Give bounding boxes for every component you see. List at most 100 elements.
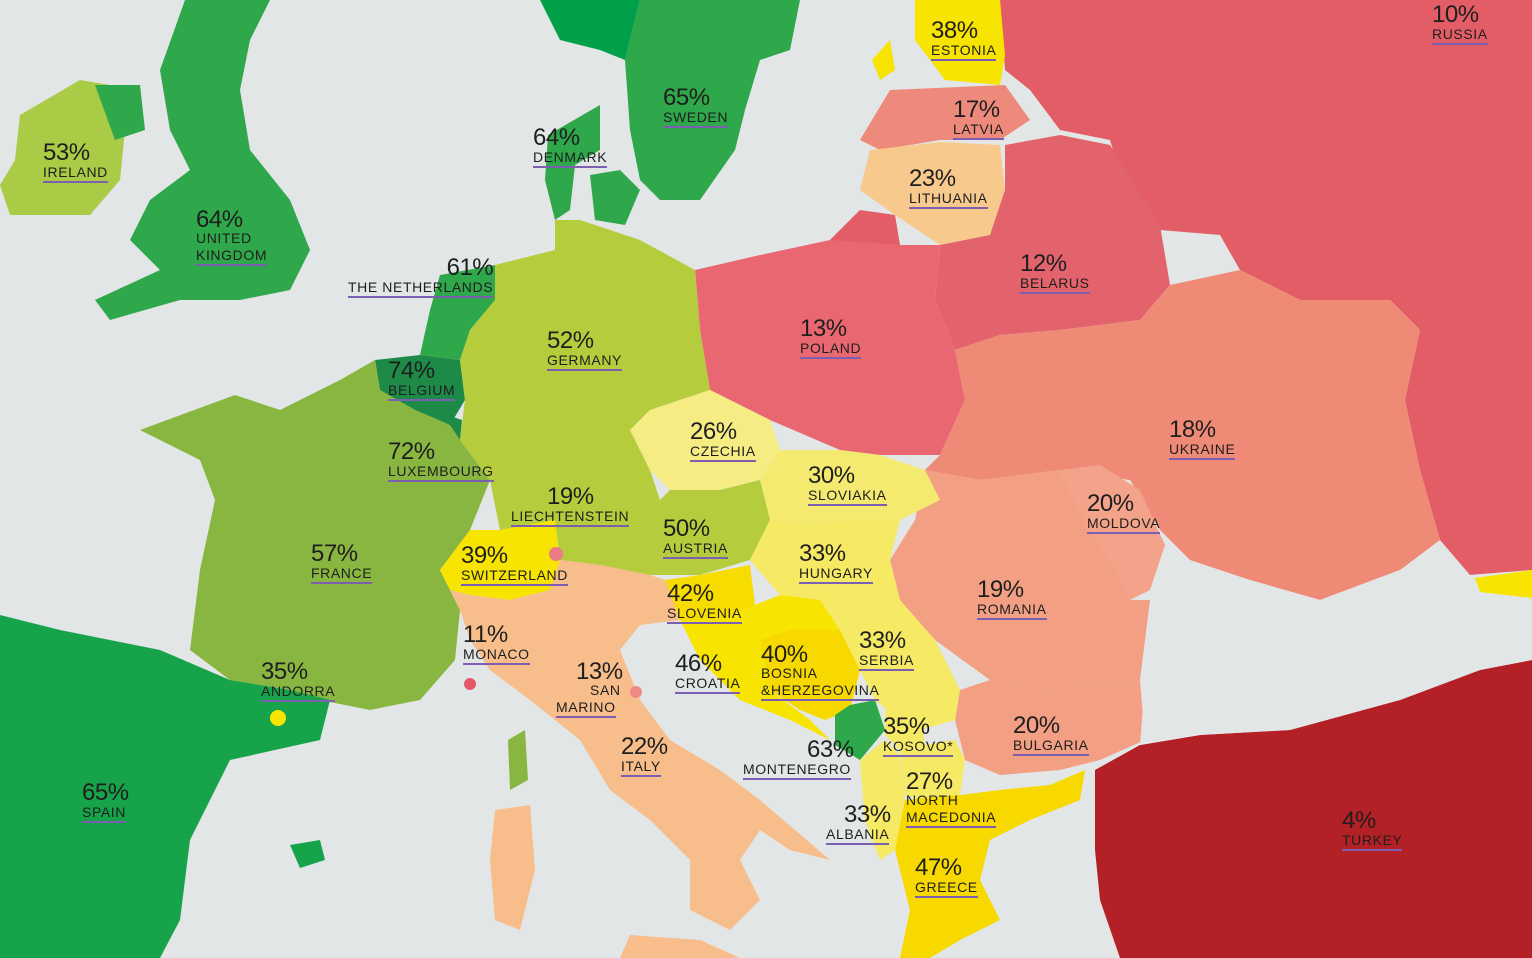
label-switzerland: 39% SWITZERLAND	[461, 542, 568, 586]
pct-france: 57%	[311, 540, 358, 567]
pct-luxembourg: 72%	[388, 438, 435, 465]
region-balearic	[290, 840, 325, 868]
region-greece	[895, 770, 1085, 958]
name-denmark: DENMARK	[533, 150, 608, 168]
region-russia	[1000, 0, 1532, 575]
region-france	[140, 360, 490, 710]
pct-uk: 64%	[196, 206, 243, 233]
name-monaco: MONACO	[463, 647, 530, 665]
label-bosnia: 40% BOSNIA &HERZEGOVINA	[761, 643, 880, 701]
name-switzerland: SWITZERLAND	[461, 568, 568, 586]
label-north-macedonia: 27% NORTH MACEDONIA	[906, 770, 997, 828]
label-france: 57% FRANCE	[311, 540, 373, 584]
region-switzerland	[440, 520, 560, 600]
pct-romania: 19%	[977, 576, 1024, 603]
pct-turkey: 4%	[1342, 807, 1376, 834]
region-norway	[540, 0, 640, 60]
region-turkey	[1095, 660, 1532, 958]
name-netherlands: THE NETHERLANDS	[348, 280, 494, 298]
label-ukraine: 18% UKRAINE	[1169, 416, 1236, 460]
label-montenegro: 63% MONTENEGRO	[743, 736, 854, 780]
label-hungary: 33% HUNGARY	[799, 540, 873, 584]
label-spain: 65% SPAIN	[82, 781, 129, 823]
label-poland: 13% POLAND	[800, 315, 862, 359]
dot-san-marino	[630, 686, 642, 698]
name-france: FRANCE	[311, 566, 373, 584]
pct-poland: 13%	[800, 315, 847, 342]
label-kosovo: 35% KOSOVO*	[883, 713, 954, 757]
name-russia: RUSSIA	[1432, 27, 1488, 45]
pct-albania: 33%	[844, 801, 891, 828]
pct-andorra: 35%	[261, 658, 308, 685]
label-sweden: 65% SWEDEN	[663, 86, 729, 128]
name-uk: UNITED	[196, 230, 252, 246]
region-bosnia	[760, 630, 860, 720]
name-spain: SPAIN	[82, 805, 126, 823]
region-slovenia	[665, 565, 755, 620]
label-denmark: 64% DENMARK	[533, 124, 608, 168]
pct-belgium: 74%	[388, 357, 435, 384]
label-bulgaria: 20% BULGARIA	[1013, 712, 1089, 756]
region-corsica	[508, 730, 528, 790]
region-montenegro	[835, 700, 885, 760]
label-greece: 47% GREECE	[915, 854, 978, 898]
pct-austria: 50%	[663, 515, 710, 542]
name-austria: AUSTRIA	[663, 541, 728, 559]
name-san-marino: SAN	[590, 682, 621, 698]
region-serbia	[820, 600, 960, 730]
pct-greece: 47%	[915, 854, 962, 881]
pct-kosovo: 35%	[883, 713, 930, 740]
name-bosnia-line2: &HERZEGOVINA	[761, 683, 880, 701]
region-sardinia	[490, 805, 535, 930]
pct-ireland: 53%	[43, 139, 90, 166]
region-croatia	[680, 595, 840, 740]
label-croatia: 46% CROATIA	[675, 652, 741, 694]
name-uk-line2: KINGDOM	[196, 248, 268, 266]
label-estonia: 38% ESTONIA	[931, 17, 997, 61]
label-monaco: 11% MONACO	[463, 621, 530, 665]
name-sweden: SWEDEN	[663, 110, 729, 128]
region-uk	[95, 0, 310, 320]
name-north-macedonia: NORTH	[906, 792, 959, 808]
name-albania: ALBANIA	[826, 827, 890, 845]
region-kosovo	[885, 710, 925, 750]
region-denmark	[545, 105, 600, 220]
region-netherlands	[420, 265, 495, 360]
region-black-sea	[1140, 570, 1532, 745]
pct-estonia: 38%	[931, 17, 978, 44]
pct-switzerland: 39%	[461, 542, 508, 569]
pct-lithuania: 23%	[909, 165, 956, 192]
pct-italy: 22%	[621, 733, 668, 760]
name-greece: GREECE	[915, 880, 978, 898]
pct-netherlands: 61%	[446, 254, 494, 281]
name-romania: ROMANIA	[977, 602, 1047, 620]
region-denmark-islands	[590, 170, 640, 225]
pct-monaco: 11%	[463, 621, 508, 648]
label-andorra: 35% ANDORRA	[261, 658, 336, 702]
label-moldova: 20% MOLDOVA	[1087, 492, 1161, 534]
name-bulgaria: BULGARIA	[1013, 738, 1089, 756]
region-spain	[0, 615, 330, 958]
label-belgium: 74% BELGIUM	[388, 357, 456, 401]
name-latvia: LATVIA	[953, 122, 1004, 140]
pct-hungary: 33%	[799, 540, 846, 567]
name-ukraine: UKRAINE	[1169, 442, 1236, 460]
label-ireland: 53% IRELAND	[43, 139, 108, 183]
pct-bulgaria: 20%	[1013, 712, 1060, 739]
pct-czechia: 26%	[690, 418, 737, 445]
name-slovenia: SLOVENIA	[667, 606, 742, 624]
pct-slovenia: 42%	[667, 580, 714, 607]
name-belarus: BELARUS	[1020, 276, 1090, 294]
name-slovakia: SLOVIAKIA	[808, 488, 887, 506]
name-poland: POLAND	[800, 341, 862, 359]
label-romania: 19% ROMANIA	[977, 576, 1047, 620]
pct-ukraine: 18%	[1169, 416, 1216, 443]
label-slovakia: 30% SLOVIAKIA	[808, 464, 887, 506]
label-germany: 52% GERMANY	[547, 329, 622, 371]
name-north-macedonia-line2: MACEDONIA	[906, 810, 997, 828]
pct-montenegro: 63%	[807, 736, 854, 763]
label-turkey: 4% TURKEY	[1342, 807, 1403, 851]
region-belarus	[935, 135, 1170, 350]
pct-denmark: 64%	[533, 124, 580, 151]
